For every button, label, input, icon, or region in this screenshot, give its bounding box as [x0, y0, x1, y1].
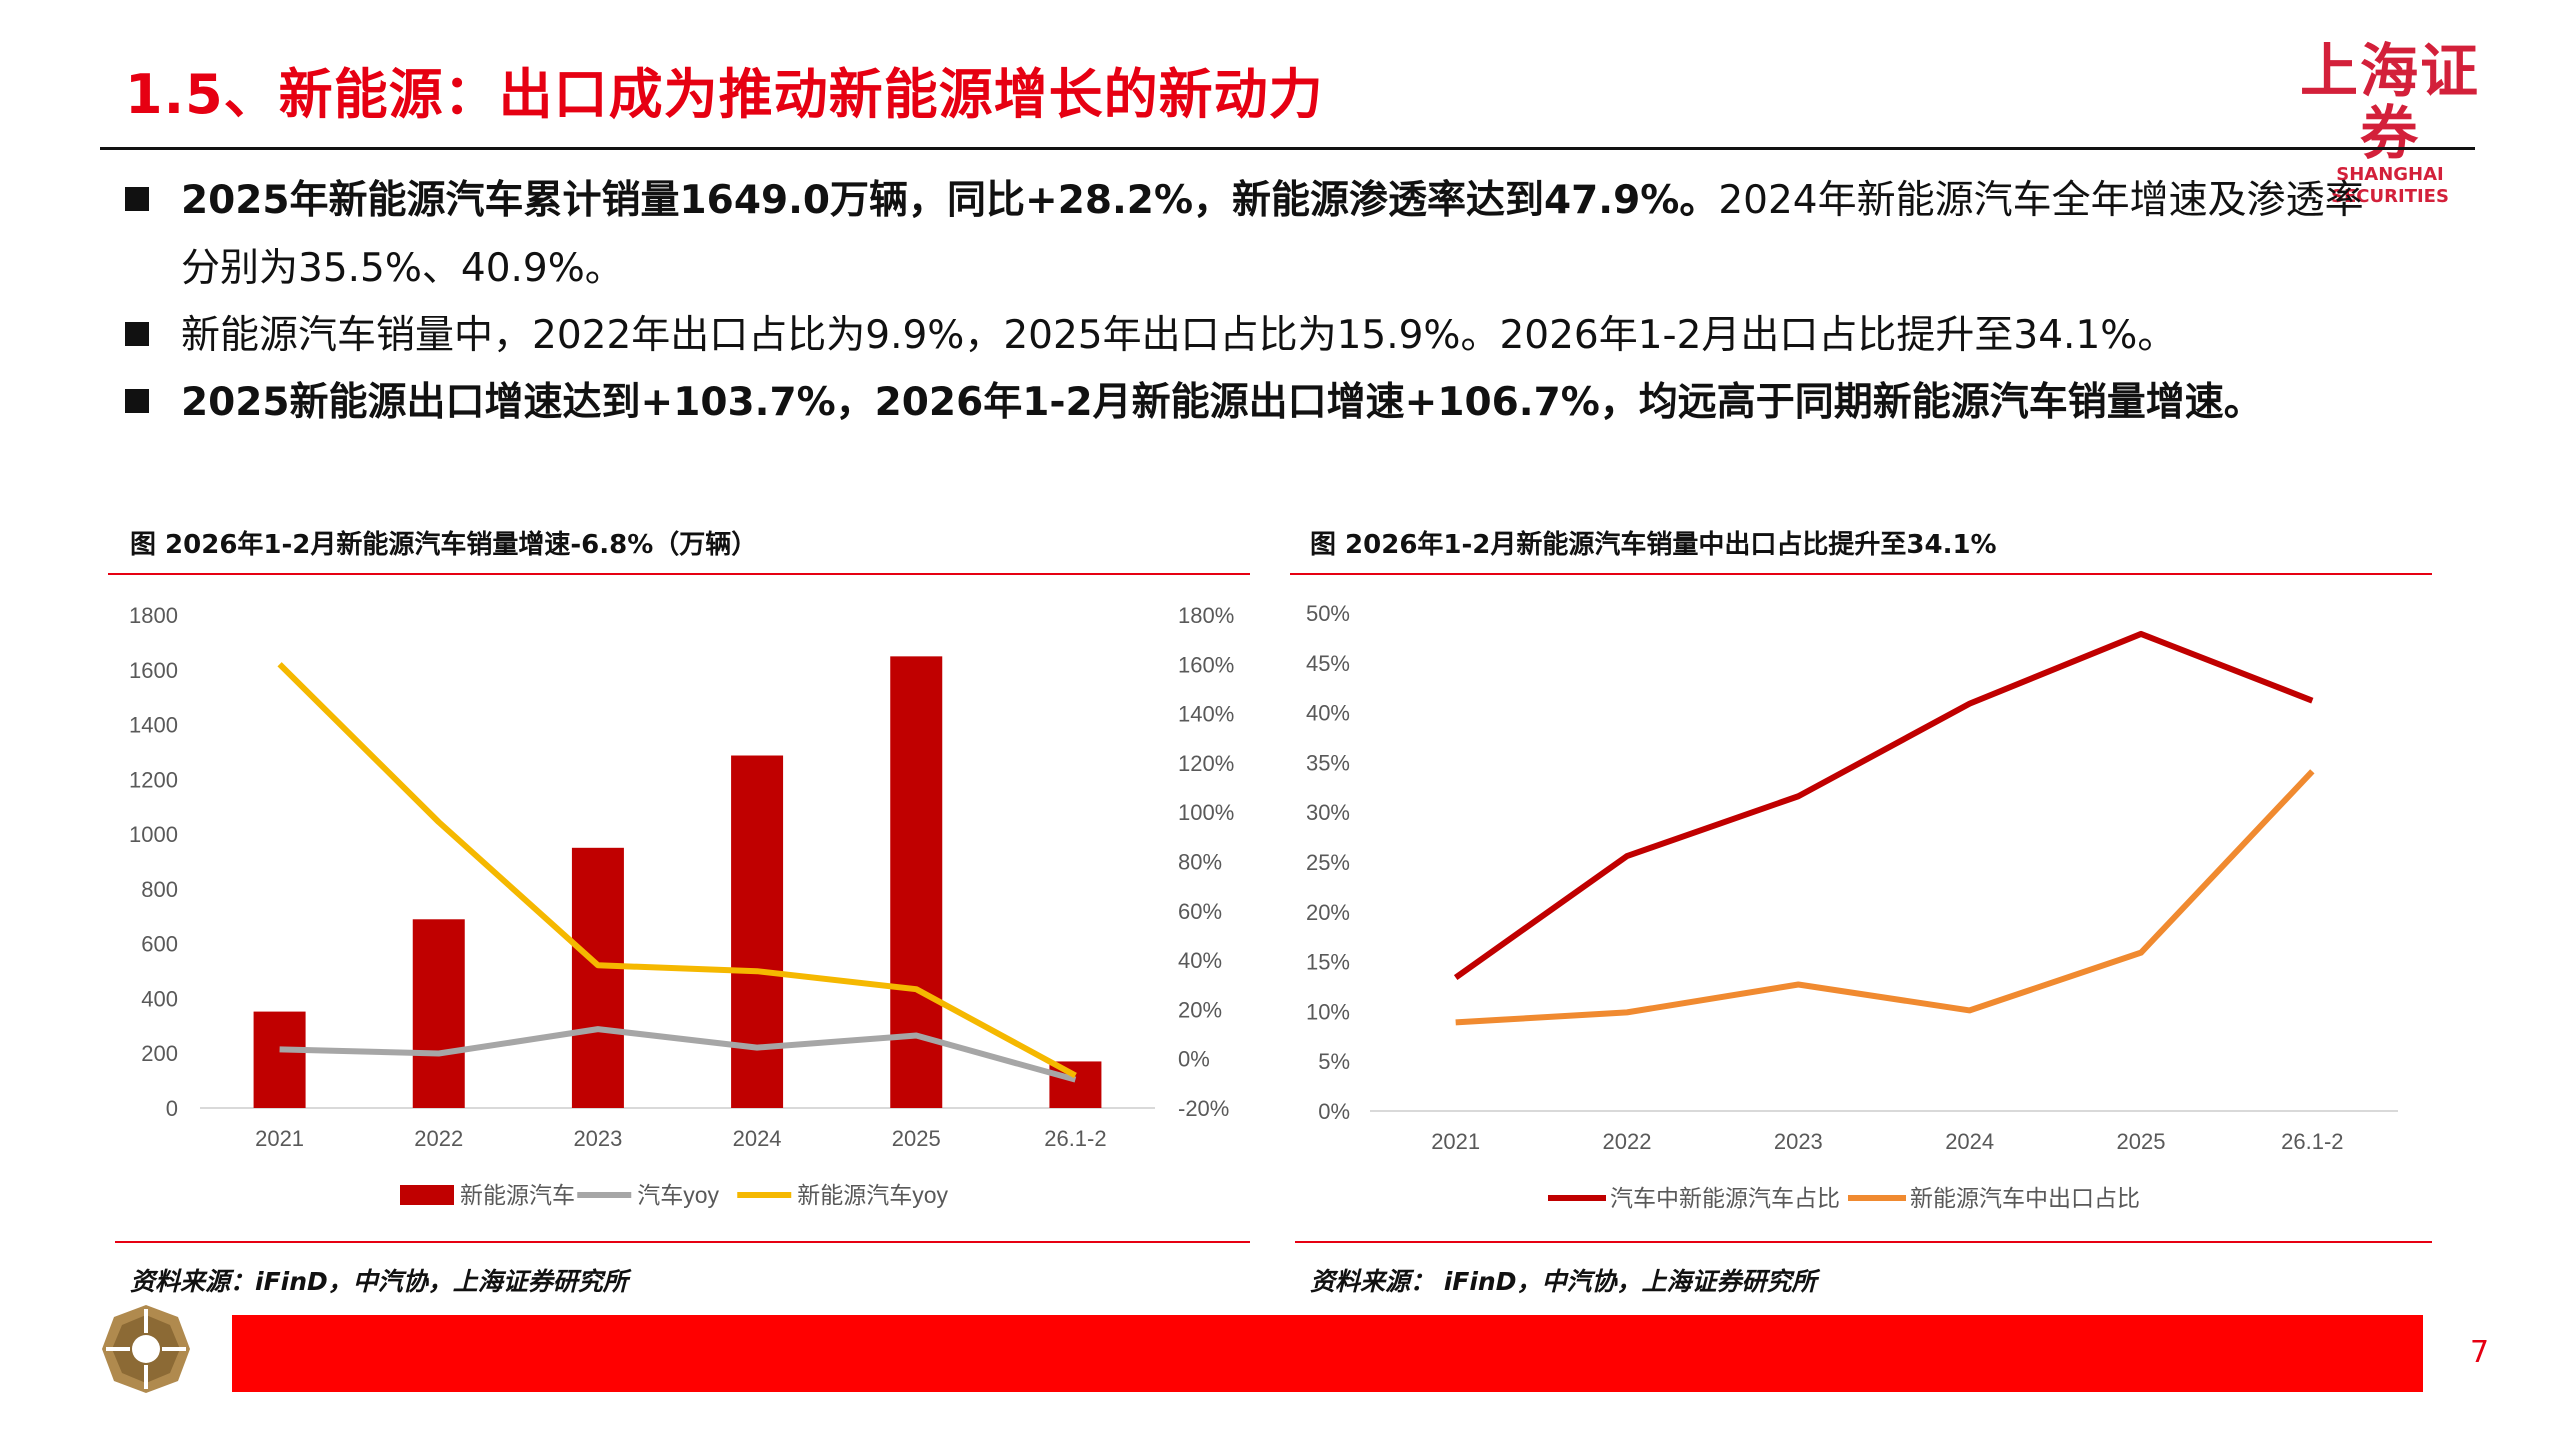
line-汽车yoy [279, 1026, 1077, 1083]
left-chart-top-rule [108, 573, 1250, 575]
y-tick-label: 1200 [129, 767, 178, 792]
y-tick-label: 1400 [129, 713, 178, 738]
x-tick-label: 2025 [2117, 1129, 2166, 1154]
x-tick-label: 2025 [892, 1126, 941, 1151]
bar-2023 [571, 847, 624, 1108]
bullet-square-icon [125, 388, 149, 413]
bullet-1: 2025年新能源汽车累计销量1649.0万辆，同比+28.2%，新能源渗透率达到… [125, 168, 2364, 234]
y-tick-label: 50% [1306, 601, 1350, 626]
right-chart-bottom-rule [1295, 1241, 2432, 1243]
y2-tick-label: 180% [1178, 603, 1234, 628]
legend-label: 新能源汽车yoy [797, 1182, 948, 1208]
legend-label: 新能源汽车中出口占比 [1910, 1185, 2140, 1211]
bullet-1-continued: 分别为35.5%、40.9%。 [181, 246, 624, 291]
y2-tick-label: 40% [1178, 948, 1222, 973]
x-tick-label: 2023 [573, 1126, 622, 1151]
y-tick-label: 0% [1318, 1099, 1350, 1124]
x-tick-label: 2021 [1431, 1129, 1480, 1154]
line-新能源汽车中出口占比 [1455, 769, 2315, 1026]
y2-tick-label: 160% [1178, 652, 1234, 677]
y2-tick-label: -20% [1178, 1096, 1229, 1121]
x-tick-label: 2024 [1945, 1129, 1994, 1154]
bullet-2: 新能源汽车销量中，2022年出口占比为9.9%，2025年出口占比为15.9%。… [125, 303, 2176, 369]
bar-2021 [253, 1011, 306, 1108]
page-number: 7 [2470, 1335, 2490, 1370]
x-tick-label: 2022 [414, 1126, 463, 1151]
x-tick-label: 2024 [733, 1126, 782, 1151]
legend-label: 新能源汽车 [460, 1182, 575, 1208]
left-chart-source: 资料来源：iFinD，中汽协，上海证券研究所 [130, 1267, 628, 1296]
y2-tick-label: 140% [1178, 702, 1234, 727]
legend-swatch [400, 1185, 454, 1205]
y-tick-label: 40% [1306, 701, 1350, 726]
bullet-3: 2025新能源出口增速达到+103.7%，2026年1-2月新能源出口增速+10… [125, 370, 2263, 436]
y2-tick-label: 0% [1178, 1047, 1210, 1072]
y-tick-label: 20% [1306, 900, 1350, 925]
header-divider [100, 147, 2475, 150]
y-tick-label: 600 [141, 932, 178, 957]
footer-bar [232, 1315, 2423, 1392]
right-chart-source: 资料来源： iFinD，中汽协，上海证券研究所 [1310, 1267, 1817, 1296]
legend-label: 汽车中新能源汽车占比 [1610, 1185, 1840, 1211]
y2-tick-label: 60% [1178, 899, 1222, 924]
page-title: 1.5、新能源：出口成为推动新能源增长的新动力 [125, 63, 1324, 126]
y-tick-label: 10% [1306, 999, 1350, 1024]
bar-2022 [412, 919, 465, 1108]
line-新能源汽车yoy [277, 662, 1077, 1079]
line-汽车中新能源汽车占比 [1453, 630, 2314, 980]
right-chart-top-rule [1290, 573, 2432, 575]
y-tick-label: 25% [1306, 850, 1350, 875]
company-emblem-icon [102, 1305, 190, 1393]
y2-tick-label: 120% [1178, 751, 1234, 776]
y-tick-label: 200 [141, 1041, 178, 1066]
x-tick-label: 2023 [1774, 1129, 1823, 1154]
y-tick-label: 400 [141, 986, 178, 1011]
x-tick-label: 2022 [1603, 1129, 1652, 1154]
y-tick-label: 1600 [129, 658, 178, 683]
x-tick-label: 2021 [255, 1126, 304, 1151]
y-tick-label: 1000 [129, 822, 178, 847]
legend-label: 汽车yoy [637, 1182, 719, 1208]
y-tick-label: 800 [141, 877, 178, 902]
y-tick-label: 15% [1306, 950, 1350, 975]
left-chart-bottom-rule [115, 1241, 1250, 1243]
y-tick-label: 0 [166, 1096, 178, 1121]
x-tick-label: 26.1-2 [2281, 1129, 2343, 1154]
shanghai-securities-logo: 上海证券 SHANGHAI SECURITIES [2299, 37, 2480, 207]
y-tick-label: 30% [1306, 800, 1350, 825]
y2-tick-label: 20% [1178, 997, 1222, 1022]
y-tick-label: 5% [1318, 1049, 1350, 1074]
y-tick-label: 1800 [129, 603, 178, 628]
right-chart-title: 图 2026年1-2月新能源汽车销量中出口占比提升至34.1% [1310, 530, 1997, 560]
bullet-square-icon [125, 186, 149, 211]
y-tick-label: 45% [1306, 651, 1350, 676]
bullet-square-icon [125, 321, 149, 346]
left-chart-title: 图 2026年1-2月新能源汽车销量增速-6.8%（万辆） [130, 530, 758, 560]
y2-tick-label: 80% [1178, 850, 1222, 875]
x-tick-label: 26.1-2 [1044, 1126, 1106, 1151]
y-tick-label: 35% [1306, 750, 1350, 775]
y2-tick-label: 100% [1178, 800, 1234, 825]
